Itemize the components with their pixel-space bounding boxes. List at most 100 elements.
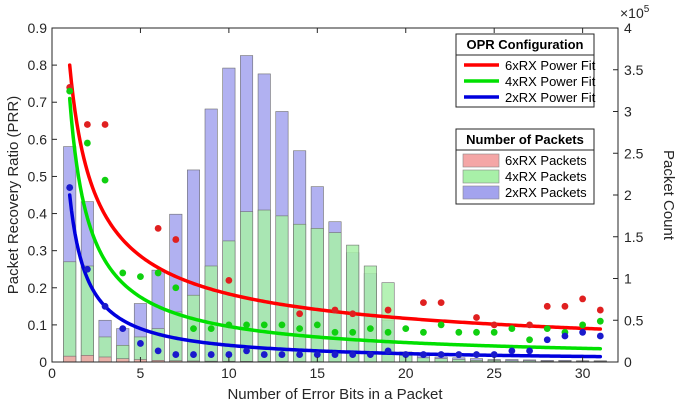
2xrx-point-20 [402,351,410,358]
6xrx-point-21 [420,299,427,307]
4xrx-point-13 [278,321,286,329]
legend-opr-box [455,33,595,108]
6xrx-point-17 [349,310,357,318]
y-left-tick-label-2: 0.2 [28,280,48,296]
legend-6xrx-fit-label: 6xRX Power Fit [505,58,596,73]
right-axis-exponent-base: ×10 [620,5,644,21]
6xrx-point-19 [384,306,392,314]
x-tick-label-25: 25 [486,365,502,381]
6xrx-point-27 [526,321,533,329]
6xrx-packets-bar-2 [80,355,94,363]
scatter-points-layer [66,83,604,358]
y-axis-left-label: Packet Recovery Ratio (PRR) [5,96,22,294]
4xrx-point-24 [473,328,480,336]
y-left-tick-label-4: 0.4 [28,206,48,222]
2xrx-point-28 [543,336,551,344]
4xrx-packets-bar-13 [275,215,289,363]
4xrx-point-14 [296,325,304,332]
6xrx-packets-bar-3 [98,356,112,363]
x-tick-label-15: 15 [310,365,326,381]
4xrx-point-23 [455,328,463,336]
legend-2xrx-packets-label: 2xRX Packets [505,185,587,200]
2xrx-point-4 [119,325,127,332]
4xrx-point-16 [331,328,339,336]
legend-6xrx-packets-label: 6xRX Packets [505,153,587,168]
x-tick-label-0: 0 [48,365,56,381]
legend-4xrx-packets-label: 4xRX Packets [505,169,587,184]
2xrx-point-19 [384,347,392,355]
4xrx-packets-bar-9 [204,265,218,363]
2xrx-point-12 [260,351,268,358]
2xrx-point-3 [101,302,109,310]
2xrx-point-21 [420,351,427,358]
2xrx-point-10 [225,351,233,358]
4xrx-point-8 [190,325,197,332]
2xrx-point-15 [313,351,321,358]
6xrx-point-31 [596,306,604,314]
2xrx-point-9 [207,351,215,358]
6xrx-packets-bar-1 [63,355,77,363]
4xrx-point-6 [154,269,162,277]
6xrx-point-10 [225,276,233,284]
2xrx-point-14 [296,351,304,358]
2xrx-point-22 [437,351,445,358]
4xrx-packets-bar-16 [328,232,342,363]
2xrx-point-5 [137,340,144,347]
4xrx-packets-bar-22 [434,358,448,363]
y-left-tick-label-3: 0.3 [28,243,48,259]
4xrx-point-11 [243,321,250,329]
6xrx-point-7 [172,236,180,243]
y-right-tick-label-8: 4 [624,20,632,36]
4xrx-packets-bar-12 [257,209,271,363]
2xrx-point-17 [349,351,357,358]
y-left-tick-label-1: 0.1 [28,317,48,333]
legend-packets-title: Number of Packets [466,132,584,147]
4xrx-power-fit-curve [67,96,603,351]
2xrx-point-2 [83,265,91,273]
2xrx-point-29 [561,332,569,340]
6xrx-point-3 [101,121,109,128]
4xrx-point-3 [101,176,109,184]
right-axis-exponent: ×105 [620,4,650,21]
legend-6xrx-packets-swatch [462,153,500,168]
4xrx-point-12 [260,321,268,329]
2xrx-point-11 [243,347,250,355]
x-tick-label-10: 10 [221,365,237,381]
4xrx-point-20 [402,325,410,332]
2xrx-point-23 [455,351,463,358]
6xrx-point-29 [561,302,569,310]
2xrx-point-7 [172,351,180,358]
4xrx-point-25 [490,328,498,336]
y-right-tick-label-3: 1.5 [624,229,644,245]
4xrx-point-21 [420,328,427,336]
4xrx-packets-bar-1 [63,261,77,363]
right-axis-exponent-power: 5 [644,4,650,15]
4xrx-point-10 [225,321,233,329]
y-right-tick-label-4: 2 [624,187,632,203]
4xrx-point-9 [207,325,215,332]
4xrx-point-4 [119,269,127,277]
legend-2xrx-fit-label: 2xRX Power Fit [505,90,596,105]
legend-opr-configuration: OPR Configuration 6xRX Power Fit 4xRX Po… [455,33,596,108]
y-right-tick-label-2: 1 [624,271,632,287]
4xrx-packets-bar-11 [240,211,254,363]
y-right-tick-label-1: 0.5 [624,312,644,328]
y-left-tick-label-6: 0.6 [28,131,48,147]
4xrx-point-28 [543,325,551,332]
4xrx-point-7 [172,284,180,292]
6xrx-point-14 [296,310,304,318]
legend-2xrx-packets-swatch [462,185,500,200]
y-left-tick-label-7: 0.7 [28,94,48,110]
4xrx-point-19 [384,328,392,336]
4xrx-point-2 [83,139,91,147]
ticks-layer: 0 5 10 15 20 25 3000.10.20.30.40.50.60.70.80.9… [28,20,644,381]
2xrx-point-16 [331,351,339,358]
2xrx-point-25 [490,351,498,358]
2xrx-point-24 [473,351,480,358]
legend-opr-title: OPR Configuration [467,37,584,52]
4xrx-packets-bar-21 [416,357,430,363]
4xrx-point-27 [526,336,533,344]
6xrx-point-30 [579,295,587,303]
4xrx-point-1 [66,87,74,95]
